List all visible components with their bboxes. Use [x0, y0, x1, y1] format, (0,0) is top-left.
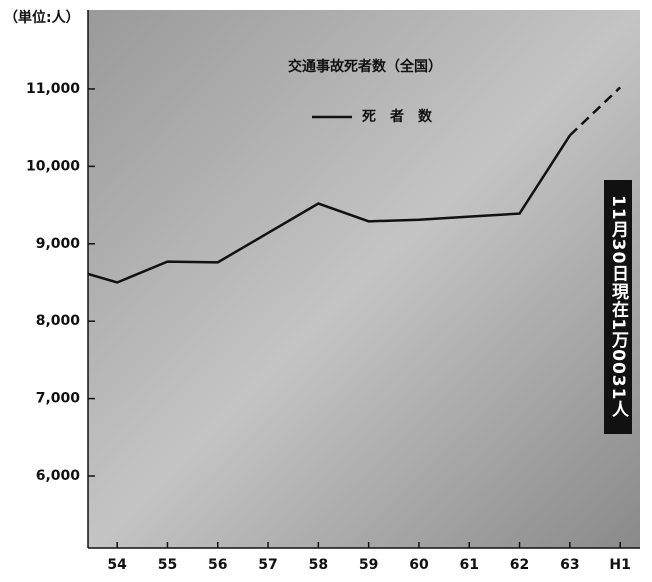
x-tick-label: 63 [560, 557, 579, 573]
unit-label: （単位:人） [4, 9, 80, 26]
photo-background [88, 10, 640, 548]
y-tick-label: 9,000 [36, 236, 81, 252]
chart-title: 交通事故死者数（全国） [288, 58, 442, 75]
x-tick-label: 55 [158, 557, 177, 573]
line-series-projected [568, 86, 622, 137]
y-tick-label: 7,000 [36, 391, 81, 407]
y-tick-label: 11,000 [26, 81, 80, 97]
x-tick-label: 57 [258, 557, 277, 573]
x-tick-label: 60 [409, 557, 429, 573]
x-tick-label: 59 [359, 557, 378, 573]
x-tick-label: 61 [460, 557, 479, 573]
x-tick-label: 56 [208, 557, 227, 573]
annotation: 11月30日現在1万0031人 [604, 180, 632, 434]
y-tick-label: 6,000 [36, 468, 81, 484]
x-tick-label: H1 [609, 557, 630, 573]
y-tick-label: 10,000 [26, 158, 80, 174]
legend-label: 死 者 数 [361, 108, 433, 125]
y-tick-label: 8,000 [36, 313, 81, 329]
line-series [88, 134, 571, 284]
x-tick-label: 62 [510, 557, 529, 573]
x-tick-label: 58 [309, 557, 328, 573]
x-tick-label: 54 [107, 557, 127, 573]
